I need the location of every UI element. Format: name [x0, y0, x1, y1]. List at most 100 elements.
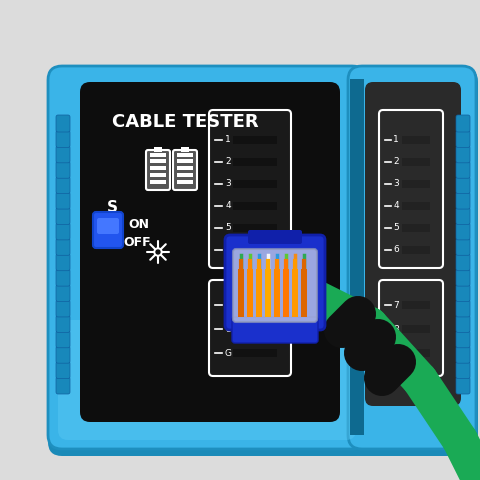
Bar	[402, 301, 430, 309]
Bar	[402, 136, 430, 144]
FancyBboxPatch shape	[209, 110, 291, 268]
FancyBboxPatch shape	[456, 300, 470, 317]
Text: 1: 1	[393, 135, 399, 144]
Bar	[238, 269, 244, 317]
Bar	[265, 269, 271, 317]
FancyBboxPatch shape	[146, 150, 170, 190]
FancyBboxPatch shape	[233, 249, 317, 322]
FancyBboxPatch shape	[456, 161, 470, 178]
FancyBboxPatch shape	[456, 254, 470, 271]
Bar	[150, 180, 166, 184]
Bar	[402, 202, 430, 210]
Text: S: S	[107, 201, 118, 216]
FancyBboxPatch shape	[456, 223, 470, 240]
Text: ON: ON	[128, 217, 149, 230]
FancyBboxPatch shape	[379, 280, 443, 376]
Text: G: G	[393, 348, 399, 358]
Text: 7: 7	[393, 300, 399, 310]
FancyBboxPatch shape	[365, 82, 461, 406]
Text: 6: 6	[393, 245, 399, 254]
FancyBboxPatch shape	[456, 207, 470, 225]
FancyBboxPatch shape	[48, 68, 370, 456]
Bar	[233, 325, 277, 333]
FancyBboxPatch shape	[456, 285, 470, 301]
FancyBboxPatch shape	[56, 254, 70, 271]
FancyBboxPatch shape	[456, 177, 470, 193]
FancyBboxPatch shape	[456, 377, 470, 394]
FancyBboxPatch shape	[56, 361, 70, 379]
Circle shape	[156, 250, 160, 254]
Bar	[177, 159, 193, 163]
Text: 3: 3	[393, 180, 399, 189]
FancyBboxPatch shape	[248, 230, 302, 244]
FancyBboxPatch shape	[456, 331, 470, 348]
FancyBboxPatch shape	[56, 146, 70, 163]
Bar	[233, 158, 277, 166]
Bar	[402, 349, 430, 357]
Text: 3: 3	[225, 180, 231, 189]
FancyBboxPatch shape	[456, 361, 470, 379]
Text: 8: 8	[225, 324, 231, 334]
FancyBboxPatch shape	[456, 192, 470, 209]
Bar	[150, 159, 166, 163]
FancyBboxPatch shape	[348, 66, 476, 449]
Text: 5: 5	[225, 224, 231, 232]
Bar	[154, 147, 162, 152]
Text: 6: 6	[225, 245, 231, 254]
FancyBboxPatch shape	[346, 68, 478, 456]
FancyBboxPatch shape	[56, 161, 70, 178]
Bar	[233, 246, 277, 254]
Text: 4: 4	[393, 202, 399, 211]
FancyBboxPatch shape	[232, 317, 318, 343]
FancyBboxPatch shape	[56, 346, 70, 363]
FancyBboxPatch shape	[56, 115, 70, 132]
FancyBboxPatch shape	[56, 269, 70, 286]
FancyBboxPatch shape	[56, 331, 70, 348]
FancyBboxPatch shape	[379, 110, 443, 268]
Bar	[233, 349, 277, 357]
FancyBboxPatch shape	[56, 377, 70, 394]
Text: 8: 8	[393, 324, 399, 334]
Bar	[181, 147, 189, 152]
Bar	[233, 136, 277, 144]
Bar	[150, 166, 166, 170]
FancyBboxPatch shape	[56, 131, 70, 147]
FancyBboxPatch shape	[225, 235, 325, 330]
FancyBboxPatch shape	[56, 223, 70, 240]
Bar	[177, 153, 193, 157]
Text: 7: 7	[225, 300, 231, 310]
Bar	[177, 180, 193, 184]
FancyBboxPatch shape	[456, 269, 470, 286]
Bar	[402, 158, 430, 166]
Text: G: G	[225, 348, 231, 358]
FancyBboxPatch shape	[456, 346, 470, 363]
FancyBboxPatch shape	[97, 218, 119, 234]
FancyBboxPatch shape	[56, 207, 70, 225]
Bar	[233, 301, 277, 309]
FancyBboxPatch shape	[56, 300, 70, 317]
FancyBboxPatch shape	[58, 320, 356, 440]
FancyBboxPatch shape	[456, 131, 470, 147]
Bar	[233, 224, 277, 232]
Text: 4: 4	[225, 202, 231, 211]
Bar	[150, 173, 166, 177]
Bar	[402, 224, 430, 232]
Bar	[177, 173, 193, 177]
FancyBboxPatch shape	[456, 146, 470, 163]
FancyBboxPatch shape	[56, 177, 70, 193]
Bar	[233, 202, 277, 210]
FancyBboxPatch shape	[456, 315, 470, 332]
FancyBboxPatch shape	[173, 150, 197, 190]
Bar	[292, 269, 298, 317]
Text: CABLE TESTER: CABLE TESTER	[112, 113, 258, 131]
FancyBboxPatch shape	[48, 66, 366, 449]
Bar	[177, 166, 193, 170]
Bar	[233, 180, 277, 188]
Bar	[283, 269, 289, 317]
FancyBboxPatch shape	[209, 280, 291, 376]
Bar	[402, 325, 430, 333]
Text: 1: 1	[225, 135, 231, 144]
Text: 5: 5	[393, 224, 399, 232]
Bar	[402, 180, 430, 188]
Bar	[301, 269, 307, 317]
